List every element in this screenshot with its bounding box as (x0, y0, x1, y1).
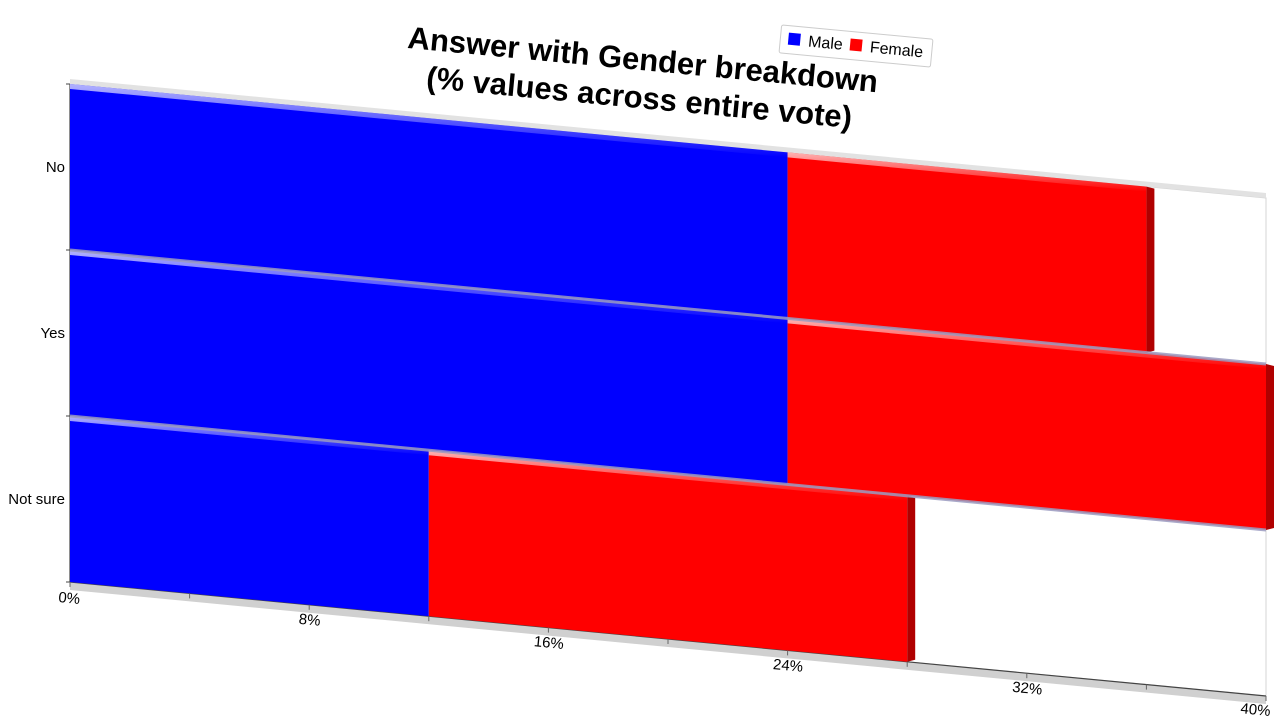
value-tick-label: 8% (298, 611, 321, 630)
category-label: Not sure (8, 491, 65, 508)
legend-label-female: Female (869, 39, 924, 61)
bar-end-face (1146, 186, 1155, 353)
bar-highlight (787, 152, 1147, 192)
value-tick-label: 0% (58, 589, 81, 608)
category-axis: No Yes Not sure (8, 83, 70, 583)
bar-end-face (1266, 364, 1274, 530)
bar-not-sure-female (428, 450, 908, 662)
plot-top-edge (70, 79, 1266, 198)
legend-swatch-female (849, 38, 863, 52)
legend-label-male: Male (807, 34, 843, 54)
value-tick-label: 32% (1011, 679, 1042, 699)
category-label: No (46, 159, 65, 176)
bar-no-female (787, 152, 1147, 353)
category-label: Yes (41, 325, 65, 342)
bar-not-sure-male (70, 416, 429, 617)
legend: Male Female (778, 24, 934, 68)
value-tick-label: 16% (533, 633, 564, 653)
bar-no-male (70, 84, 788, 319)
band-separator (69, 414, 1267, 532)
bar-highlight (70, 84, 788, 158)
value-tick-label: 24% (772, 656, 803, 676)
band-separator (69, 248, 1267, 366)
bar-end-face (907, 495, 916, 662)
bar-yes-female (787, 318, 1266, 530)
bars-group (69, 84, 1274, 662)
value-tick-label: 40% (1240, 700, 1271, 720)
bar-yes-male (70, 250, 788, 485)
legend-swatch-male (787, 32, 801, 46)
value-axis: 0% 8% 16% 24% 32% 40% (58, 582, 1271, 720)
